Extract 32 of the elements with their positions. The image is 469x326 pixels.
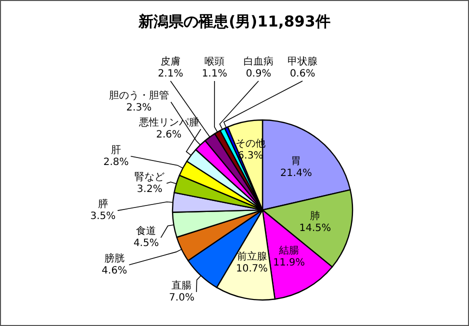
slice-label: 白血病 [244,55,274,68]
data-label: 14.5% [299,222,331,234]
data-label: 2.6% [156,130,182,141]
data-label: 1.1% [202,68,228,80]
data-label: 0.6% [290,68,316,80]
slice-label: 膵 [98,198,108,210]
data-label: 11.9% [273,258,305,269]
slice-label: 皮膚 [160,55,181,68]
data-label: 3.2% [136,184,162,195]
slice-label: 食道 [136,225,156,238]
slice-label: 肝 [111,144,122,156]
slice-label: 喉頭 [204,56,225,68]
data-label: 21.4% [280,168,312,180]
data-label: 4.5% [133,238,159,250]
slice-label: 結腸 [278,246,299,257]
slice-label: 前立腺 [236,250,267,262]
slice-label: 腎など [134,170,165,183]
data-label: 7.0% [169,292,194,304]
data-label: 3.5% [90,211,116,222]
data-label: 2.8% [103,156,129,168]
data-label: 10.7% [236,263,268,274]
slice-label: 膀胱 [104,252,124,264]
chart-title: 新潟県の罹患(男)11,893件 [138,12,330,30]
slice-label: 甲状腺 [288,55,318,68]
slice-label: 直腸 [172,279,192,292]
data-label: 0.9% [246,68,272,80]
slice-label: 胆のう・胆管 [108,90,169,102]
data-label: 2.1% [158,68,184,80]
data-label: 4.6% [102,265,128,276]
slice-label: 肺 [310,210,320,222]
data-label: 2.3% [126,102,152,114]
slice-label: 胃 [291,156,302,168]
